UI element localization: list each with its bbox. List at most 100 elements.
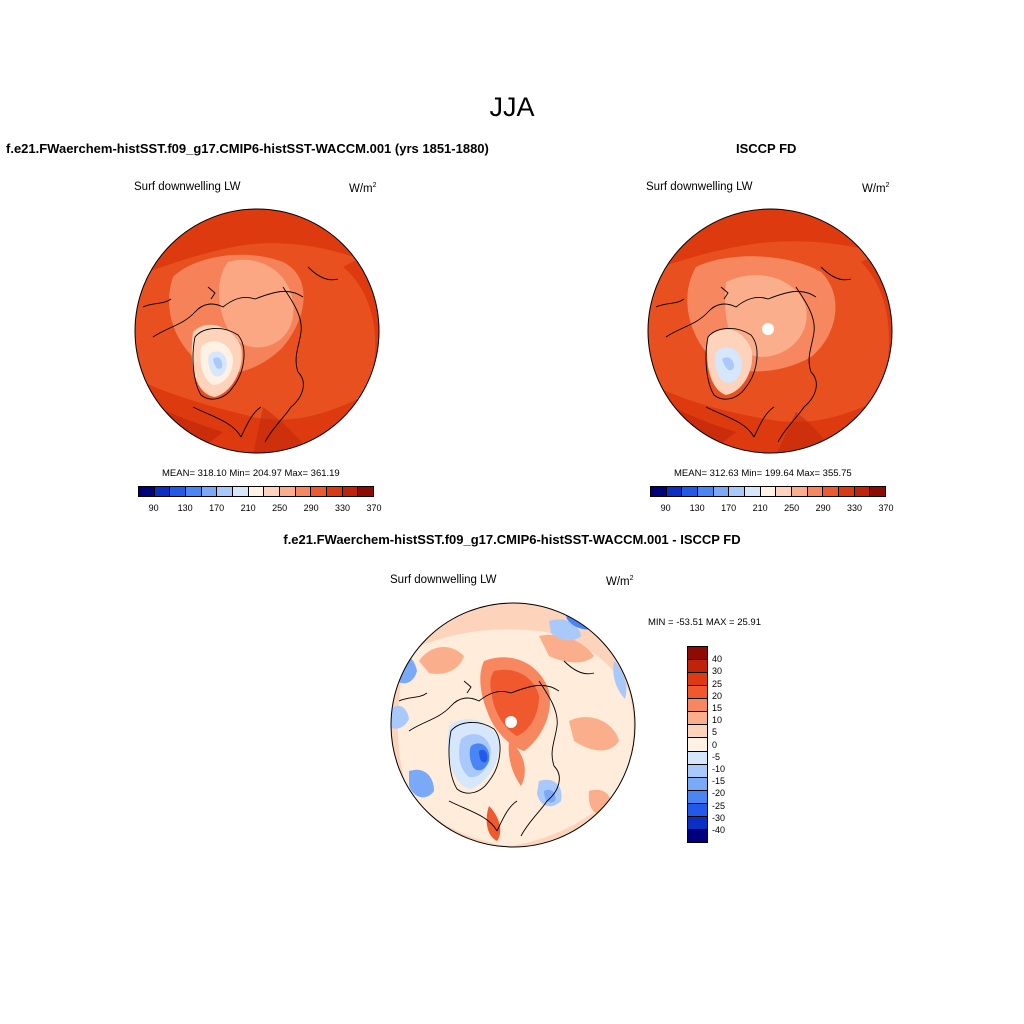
diff-colorbar-tick: 15 bbox=[712, 702, 723, 713]
diff-colorbar bbox=[687, 646, 708, 843]
main-title: JJA bbox=[489, 92, 535, 122]
diff-colorbar-tick: 40 bbox=[712, 654, 723, 665]
colorbar-swatch bbox=[870, 487, 886, 496]
left-coastlines bbox=[142, 266, 339, 443]
left-colorbar-tick: 170 bbox=[209, 503, 225, 513]
colorbar-swatch bbox=[854, 487, 871, 496]
left-units-label: W/m2 bbox=[349, 182, 377, 195]
left-colorbar bbox=[138, 486, 374, 497]
right-polar-map bbox=[647, 208, 893, 454]
colorbar-swatch bbox=[688, 673, 707, 687]
left-polar-map bbox=[134, 208, 380, 454]
diff-stats-label: MIN = -53.51 MAX = 25.91 bbox=[648, 617, 762, 628]
left-colorbar-tick: 210 bbox=[240, 503, 256, 513]
left-colorbar-tick: 90 bbox=[148, 503, 159, 513]
right-colorbar-tick: 290 bbox=[815, 503, 831, 513]
diff-map-field bbox=[391, 603, 635, 847]
right-colorbar-tick: 330 bbox=[846, 503, 863, 513]
left-colorbar-tick: 370 bbox=[366, 503, 382, 513]
left-map-field bbox=[135, 209, 379, 453]
right-panel-title: ISCCP FD bbox=[736, 141, 797, 156]
colorbar-swatch bbox=[688, 660, 707, 674]
colorbar-swatch bbox=[170, 487, 187, 496]
colorbar-swatch bbox=[186, 487, 202, 496]
colorbar-swatch bbox=[358, 487, 374, 496]
colorbar-swatch bbox=[688, 725, 707, 739]
colorbar-swatch bbox=[807, 487, 824, 496]
colorbar-swatch bbox=[327, 487, 343, 496]
diff-colorbar-tick: 5 bbox=[712, 727, 718, 738]
diff-colorbar-tick: -10 bbox=[712, 763, 726, 774]
diff-units-label: W/m2 bbox=[606, 575, 634, 588]
colorbar-swatch bbox=[688, 777, 707, 791]
colorbar-swatch bbox=[688, 790, 707, 804]
diff-variable-label: Surf downwelling LW bbox=[390, 574, 497, 586]
colorbar-swatch bbox=[139, 487, 155, 496]
colorbar-swatch bbox=[688, 712, 707, 726]
left-stats-label: MEAN= 318.10 Min= 204.97 Max= 361.19 bbox=[162, 468, 340, 479]
right-units-label: W/m2 bbox=[862, 182, 890, 195]
diff-colorbar-tick: -20 bbox=[712, 788, 726, 799]
colorbar-swatch bbox=[233, 487, 249, 496]
right-coastlines bbox=[655, 266, 852, 443]
right-colorbar-tick: 250 bbox=[784, 503, 800, 513]
right-colorbar-tick: 370 bbox=[878, 503, 894, 513]
colorbar-swatch bbox=[688, 647, 707, 661]
colorbar-swatch bbox=[688, 816, 707, 830]
colorbar-swatch bbox=[280, 487, 296, 496]
colorbar-swatch bbox=[688, 686, 707, 700]
diff-coastlines bbox=[398, 660, 595, 837]
colorbar-swatch bbox=[295, 487, 312, 496]
diff-colorbar-labels: 40 30 25 20 15 10 5 0 -5 -10 -15 -20 -25… bbox=[712, 646, 752, 843]
left-variable-label: Surf downwelling LW bbox=[134, 181, 241, 193]
colorbar-swatch bbox=[729, 487, 746, 496]
colorbar-swatch bbox=[792, 487, 808, 496]
colorbar-swatch bbox=[217, 487, 234, 496]
colorbar-swatch bbox=[745, 487, 761, 496]
diff-colorbar-tick: 30 bbox=[712, 666, 723, 677]
colorbar-swatch bbox=[688, 751, 707, 765]
right-colorbar-tick: 170 bbox=[721, 503, 737, 513]
left-colorbar-tick: 330 bbox=[334, 503, 351, 513]
colorbar-swatch bbox=[154, 487, 171, 496]
diff-colorbar-tick: -25 bbox=[712, 800, 726, 811]
left-colorbar-tick: 130 bbox=[177, 503, 193, 513]
colorbar-swatch bbox=[688, 764, 707, 778]
diff-colorbar-tick: -40 bbox=[712, 824, 726, 835]
right-colorbar bbox=[650, 486, 886, 497]
right-colorbar-tick: 130 bbox=[689, 503, 705, 513]
colorbar-swatch bbox=[776, 487, 793, 496]
right-polar-gap bbox=[762, 323, 774, 335]
right-variable-label: Surf downwelling LW bbox=[646, 181, 753, 193]
left-colorbar-tick: 290 bbox=[303, 503, 319, 513]
left-panel-title: f.e21.FWaerchem-histSST.f09_g17.CMIP6-hi… bbox=[6, 141, 489, 156]
colorbar-swatch bbox=[688, 829, 707, 842]
colorbar-swatch bbox=[688, 699, 707, 713]
diff-colorbar-tick: 20 bbox=[712, 690, 723, 701]
colorbar-swatch bbox=[698, 487, 714, 496]
diff-panel-title: f.e21.FWaerchem-histSST.f09_g17.CMIP6-hi… bbox=[283, 532, 741, 547]
colorbar-swatch bbox=[311, 487, 328, 496]
colorbar-swatch bbox=[666, 487, 683, 496]
right-colorbar-tick: 210 bbox=[752, 503, 768, 513]
colorbar-swatch bbox=[201, 487, 218, 496]
colorbar-swatch bbox=[651, 487, 667, 496]
diff-colorbar-tick: -5 bbox=[712, 751, 721, 762]
colorbar-swatch bbox=[688, 803, 707, 817]
colorbar-swatch bbox=[342, 487, 359, 496]
colorbar-swatch bbox=[823, 487, 840, 496]
diff-colorbar-tick: 10 bbox=[712, 715, 723, 726]
left-colorbar-labels: 90 130 170 210 250 290 330 370 bbox=[138, 503, 382, 515]
diff-colorbar-tick: -30 bbox=[712, 812, 726, 823]
colorbar-swatch bbox=[760, 487, 777, 496]
colorbar-swatch bbox=[264, 487, 281, 496]
diff-polar-gap bbox=[505, 716, 517, 728]
colorbar-swatch bbox=[839, 487, 855, 496]
diff-colorbar-tick: 25 bbox=[712, 678, 723, 689]
right-colorbar-tick: 90 bbox=[660, 503, 671, 513]
diff-colorbar-tick: 0 bbox=[712, 739, 718, 750]
diff-polar-map bbox=[390, 602, 636, 848]
right-stats-label: MEAN= 312.63 Min= 199.64 Max= 355.75 bbox=[674, 468, 852, 479]
colorbar-swatch bbox=[682, 487, 699, 496]
colorbar-swatch bbox=[713, 487, 730, 496]
